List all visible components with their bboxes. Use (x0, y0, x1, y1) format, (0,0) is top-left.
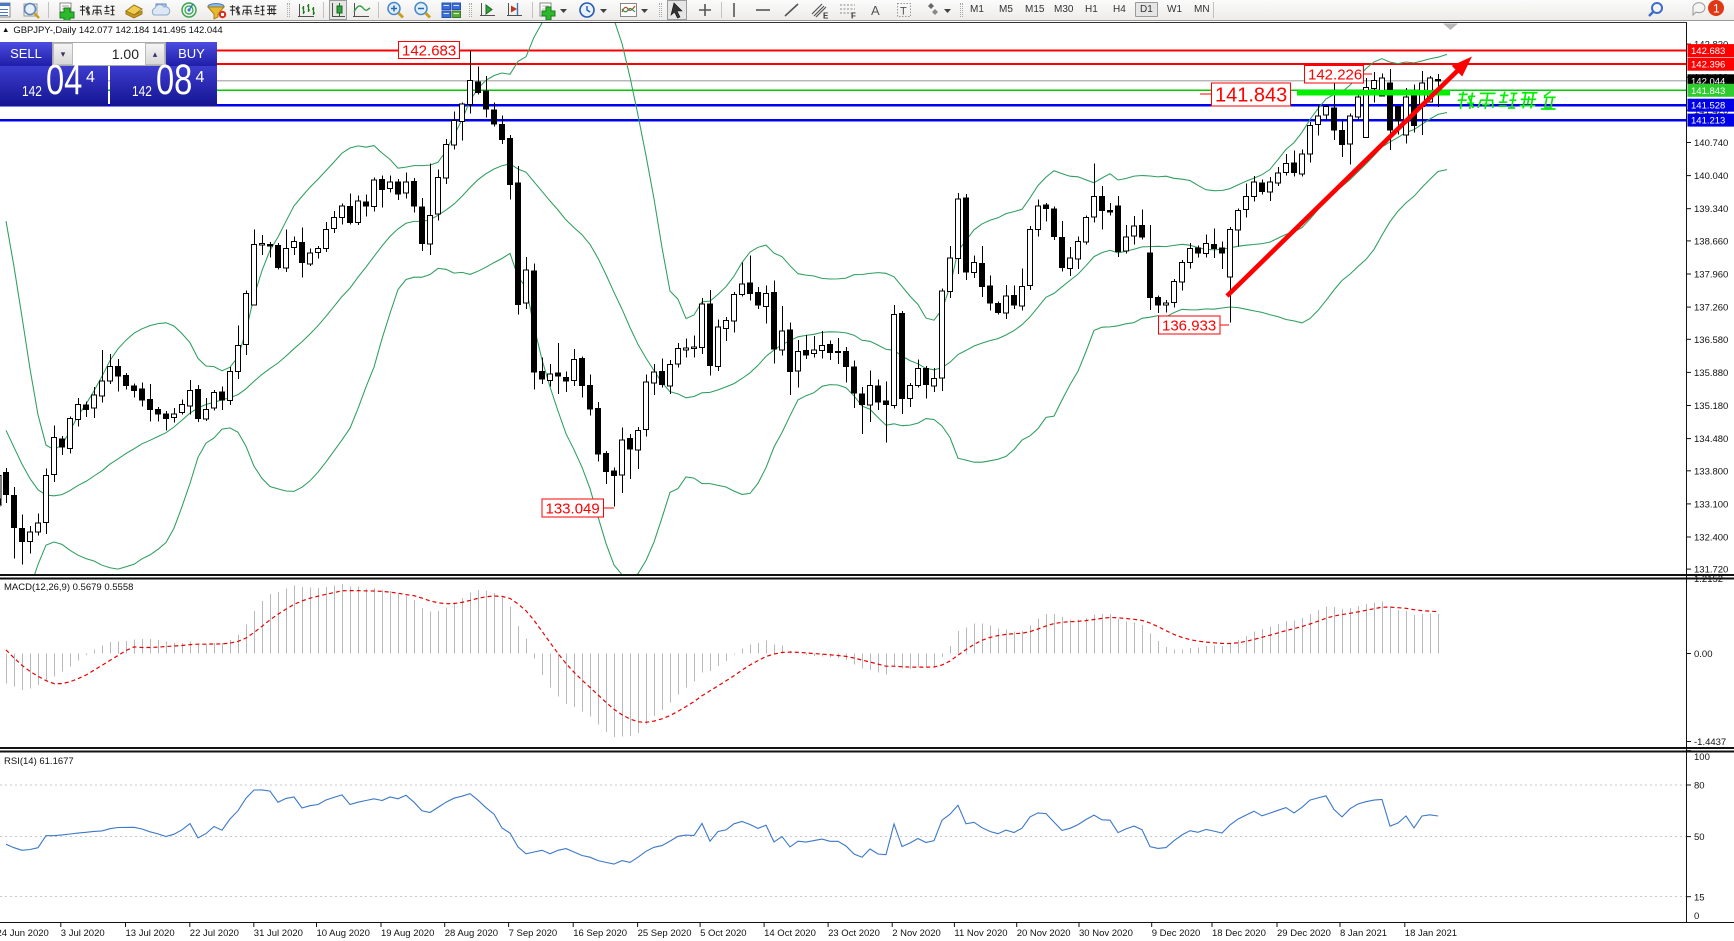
svg-text:140.740: 140.740 (1694, 138, 1728, 149)
svg-text:141.843: 141.843 (1215, 85, 1287, 107)
svg-text:80: 80 (1694, 781, 1705, 792)
svg-text:RSI(14) 61.1677: RSI(14) 61.1677 (4, 756, 74, 767)
svg-text:MACD(12,26,9) 0.5679 0.5558: MACD(12,26,9) 0.5679 0.5558 (4, 582, 133, 593)
svg-text:132.400: 132.400 (1694, 533, 1728, 544)
svg-text:2 Nov 2020: 2 Nov 2020 (892, 928, 941, 939)
svg-text:138.660: 138.660 (1694, 236, 1728, 247)
svg-text:142.396: 142.396 (1691, 60, 1725, 71)
svg-text:135.180: 135.180 (1694, 401, 1728, 412)
svg-text:133.800: 133.800 (1694, 466, 1728, 477)
svg-text:1.2152: 1.2152 (1694, 574, 1723, 585)
svg-text:131.720: 131.720 (1694, 565, 1728, 576)
svg-text:18 Jan 2021: 18 Jan 2021 (1405, 928, 1457, 939)
svg-text:139.340: 139.340 (1694, 204, 1728, 215)
svg-text:141.213: 141.213 (1691, 116, 1725, 127)
svg-text:28 Aug 2020: 28 Aug 2020 (445, 928, 498, 939)
svg-text:136.580: 136.580 (1694, 335, 1728, 346)
svg-text:A: A (871, 3, 880, 18)
svg-text:136.933: 136.933 (1162, 317, 1216, 334)
svg-text:F: F (851, 12, 856, 21)
svg-text:20 Nov 2020: 20 Nov 2020 (1017, 928, 1071, 939)
svg-text:137.260: 137.260 (1694, 303, 1728, 314)
svg-text:142.683: 142.683 (402, 42, 456, 59)
svg-text:134.480: 134.480 (1694, 434, 1728, 445)
svg-text:14 Oct 2020: 14 Oct 2020 (764, 928, 816, 939)
svg-text:140.040: 140.040 (1694, 171, 1728, 182)
svg-text:142.226: 142.226 (1308, 67, 1362, 84)
svg-text:13 Jul 2020: 13 Jul 2020 (126, 928, 175, 939)
svg-text:133.100: 133.100 (1694, 499, 1728, 510)
svg-text:3 Jul 2020: 3 Jul 2020 (61, 928, 105, 939)
svg-text:24 Jun 2020: 24 Jun 2020 (0, 928, 49, 939)
svg-text:9 Dec 2020: 9 Dec 2020 (1152, 928, 1201, 939)
svg-text:T: T (900, 6, 907, 18)
svg-text:31 Jul 2020: 31 Jul 2020 (254, 928, 303, 939)
svg-text:23 Oct 2020: 23 Oct 2020 (828, 928, 880, 939)
svg-text:0: 0 (1694, 911, 1699, 922)
svg-text:15: 15 (1694, 892, 1705, 903)
svg-text:0.00: 0.00 (1694, 649, 1713, 660)
svg-text:19 Aug 2020: 19 Aug 2020 (381, 928, 434, 939)
svg-text:29 Dec 2020: 29 Dec 2020 (1277, 928, 1331, 939)
svg-text:141.843: 141.843 (1691, 86, 1725, 97)
svg-text:133.049: 133.049 (546, 500, 600, 517)
svg-text:1: 1 (1713, 2, 1720, 16)
svg-text:11 Nov 2020: 11 Nov 2020 (954, 928, 1007, 939)
svg-text:5 Oct 2020: 5 Oct 2020 (700, 928, 746, 939)
svg-text:-1.4437: -1.4437 (1694, 737, 1726, 748)
svg-text:8 Jan 2021: 8 Jan 2021 (1340, 928, 1387, 939)
svg-text:18 Dec 2020: 18 Dec 2020 (1212, 928, 1266, 939)
svg-text:7 Sep 2020: 7 Sep 2020 (509, 928, 558, 939)
svg-text:22 Jul 2020: 22 Jul 2020 (190, 928, 239, 939)
svg-text:25 Sep 2020: 25 Sep 2020 (638, 928, 692, 939)
svg-text:10 Aug 2020: 10 Aug 2020 (317, 928, 370, 939)
svg-text:E: E (823, 12, 829, 21)
svg-text:135.880: 135.880 (1694, 368, 1728, 379)
svg-text:142.683: 142.683 (1691, 46, 1725, 57)
svg-text:100: 100 (1694, 752, 1710, 763)
svg-text:30 Nov 2020: 30 Nov 2020 (1079, 928, 1133, 939)
svg-text:137.960: 137.960 (1694, 270, 1728, 281)
svg-text:16 Sep 2020: 16 Sep 2020 (573, 928, 627, 939)
svg-text:142.044: 142.044 (1691, 76, 1725, 87)
svg-text:141.528: 141.528 (1691, 101, 1725, 112)
svg-text:50: 50 (1694, 832, 1705, 843)
